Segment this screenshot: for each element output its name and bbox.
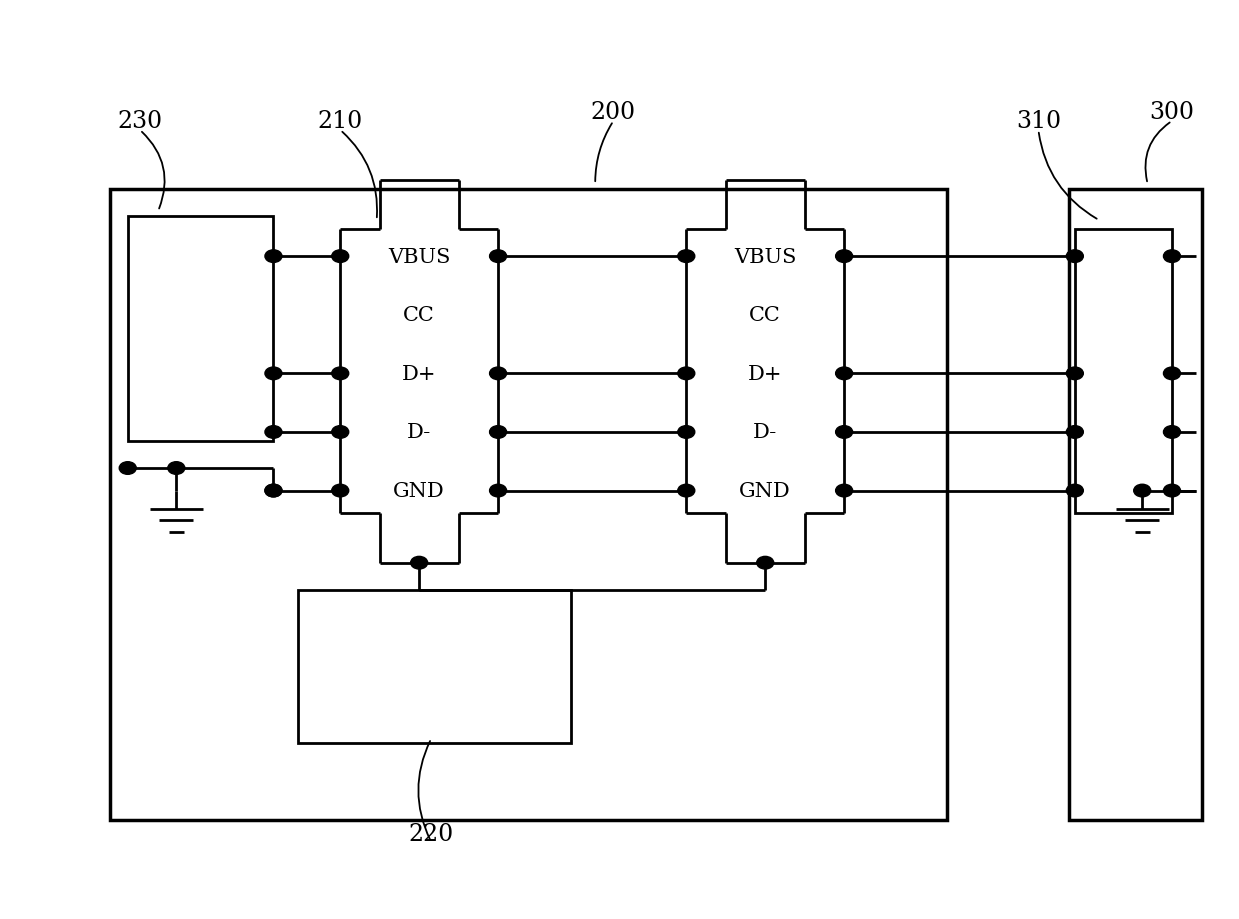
Circle shape	[410, 557, 427, 570]
Circle shape	[678, 368, 695, 380]
Text: D-: D-	[408, 423, 431, 442]
Circle shape	[489, 426, 507, 438]
Text: 200: 200	[591, 101, 636, 124]
Bar	[109, 189, 948, 820]
Circle shape	[757, 557, 773, 570]
Text: VBUS: VBUS	[733, 247, 797, 267]
Circle shape	[119, 462, 136, 475]
Text: D-: D-	[753, 423, 777, 442]
Circle shape	[489, 484, 507, 497]
Text: CC: CC	[403, 306, 435, 325]
Circle shape	[265, 251, 282, 263]
Text: 220: 220	[409, 822, 453, 845]
Text: VBUS: VBUS	[388, 247, 450, 267]
Circle shape	[489, 368, 507, 380]
Circle shape	[678, 426, 695, 438]
Circle shape	[835, 251, 852, 263]
Text: 230: 230	[118, 110, 162, 133]
Circle shape	[678, 484, 695, 497]
Text: 210: 210	[317, 110, 363, 133]
Circle shape	[332, 426, 348, 438]
Circle shape	[678, 251, 695, 263]
Circle shape	[1163, 426, 1181, 438]
Bar	[1069, 189, 1202, 820]
Text: GND: GND	[740, 482, 790, 501]
Circle shape	[167, 462, 185, 475]
Bar	[128, 216, 274, 441]
Circle shape	[1067, 426, 1083, 438]
Circle shape	[1163, 484, 1181, 497]
Circle shape	[332, 484, 348, 497]
Circle shape	[1067, 368, 1083, 380]
Text: 310: 310	[1016, 110, 1061, 133]
Text: 300: 300	[1150, 101, 1194, 124]
Bar	[297, 590, 571, 743]
Text: D+: D+	[401, 365, 436, 383]
Circle shape	[265, 484, 282, 497]
Circle shape	[332, 251, 348, 263]
Circle shape	[265, 484, 282, 497]
Text: D+: D+	[748, 365, 783, 383]
Circle shape	[265, 426, 282, 438]
Text: GND: GND	[393, 482, 445, 501]
Circle shape	[1134, 484, 1151, 497]
Circle shape	[835, 484, 852, 497]
Circle shape	[835, 368, 852, 380]
Circle shape	[489, 251, 507, 263]
Bar	[1074, 230, 1172, 514]
Circle shape	[1067, 251, 1083, 263]
Circle shape	[835, 426, 852, 438]
Circle shape	[1163, 368, 1181, 380]
Circle shape	[1163, 251, 1181, 263]
Circle shape	[265, 368, 282, 380]
Circle shape	[1067, 484, 1083, 497]
Circle shape	[332, 368, 348, 380]
Text: CC: CC	[750, 306, 781, 325]
